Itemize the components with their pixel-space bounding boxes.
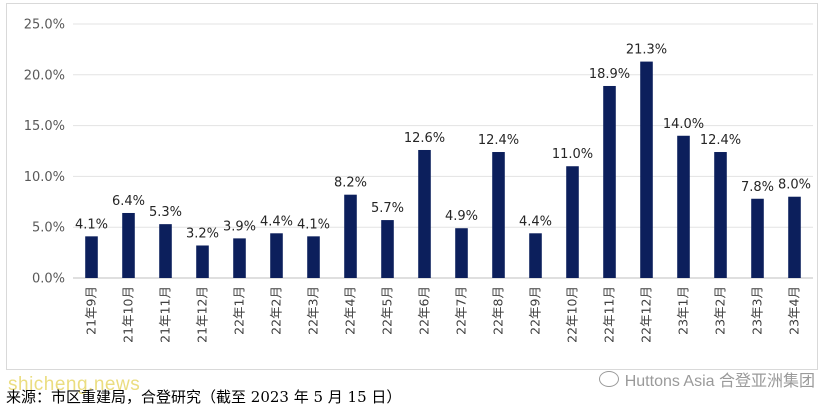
bar bbox=[418, 149, 431, 278]
data-label: 8.2% bbox=[334, 176, 367, 191]
y-tick-label: 15.0% bbox=[24, 119, 65, 134]
bar bbox=[233, 238, 246, 278]
x-tick-label: 22年2月 bbox=[269, 286, 284, 335]
data-label: 7.8% bbox=[741, 180, 774, 195]
data-label: 4.4% bbox=[260, 214, 293, 229]
data-label: 3.9% bbox=[223, 219, 256, 234]
source-note: 来源：市区重建局，合登研究（截至 2023 年 5 月 15 日） bbox=[6, 388, 402, 406]
data-label: 5.7% bbox=[371, 201, 404, 216]
y-tick-label: 20.0% bbox=[24, 68, 65, 83]
x-tick-label: 22年3月 bbox=[306, 286, 321, 335]
bar bbox=[307, 236, 320, 278]
y-tick-label: 10.0% bbox=[24, 170, 65, 185]
data-label: 4.1% bbox=[75, 217, 108, 232]
x-tick-label: 22年6月 bbox=[417, 286, 432, 335]
x-tick-label: 23年3月 bbox=[750, 286, 765, 335]
x-tick-label: 23年2月 bbox=[713, 286, 728, 335]
bar bbox=[603, 85, 616, 278]
x-tick-label: 23年1月 bbox=[676, 286, 691, 335]
bar bbox=[85, 236, 98, 278]
x-tick-label: 23年4月 bbox=[787, 286, 802, 335]
bar bbox=[751, 198, 764, 278]
data-label: 3.2% bbox=[186, 226, 219, 241]
data-label: 4.9% bbox=[445, 209, 478, 224]
data-label: 11.0% bbox=[552, 147, 593, 162]
x-tick-label: 22年12月 bbox=[639, 286, 654, 343]
bar bbox=[492, 152, 505, 278]
data-label: 18.9% bbox=[589, 67, 630, 82]
x-tick-label: 22年4月 bbox=[343, 286, 358, 335]
x-tick-label: 21年11月 bbox=[158, 286, 173, 343]
y-tick-label: 5.0% bbox=[32, 221, 65, 236]
data-label: 12.6% bbox=[404, 131, 445, 146]
x-tick-label: 21年10月 bbox=[121, 286, 136, 343]
bar bbox=[566, 166, 579, 278]
x-tick-label: 22年5月 bbox=[380, 286, 395, 335]
x-tick-label: 21年12月 bbox=[195, 286, 210, 343]
data-label: 21.3% bbox=[626, 43, 667, 58]
x-tick-label: 22年10月 bbox=[565, 286, 580, 343]
bar bbox=[529, 233, 542, 278]
bar bbox=[159, 224, 172, 278]
bar-chart: 0.0% 5.0% 10.0% 15.0% 20.0% 25.0% 4.1% 21年9月 6.4… bbox=[24, 18, 813, 343]
bar bbox=[455, 228, 468, 278]
data-label: 14.0% bbox=[663, 117, 704, 132]
bar bbox=[381, 220, 394, 278]
bar bbox=[788, 196, 801, 278]
x-tick-label: 22年7月 bbox=[454, 286, 469, 335]
bar bbox=[640, 61, 653, 279]
data-label: 12.4% bbox=[700, 133, 741, 148]
bar bbox=[196, 245, 209, 278]
x-tick-label: 22年8月 bbox=[491, 286, 506, 335]
bar bbox=[344, 194, 357, 278]
bar bbox=[122, 212, 135, 278]
wechat-icon bbox=[598, 371, 619, 387]
x-tick-label: 21年9月 bbox=[84, 286, 99, 335]
data-label: 5.3% bbox=[149, 205, 182, 220]
data-label: 4.4% bbox=[519, 214, 552, 229]
brand-text: Huttons Asia 合登亚洲集团 bbox=[624, 373, 815, 390]
data-label: 6.4% bbox=[112, 194, 145, 209]
data-label: 4.1% bbox=[297, 217, 330, 232]
watermark-text: shicheng.news bbox=[8, 374, 141, 395]
chart-frame: 0.0% 5.0% 10.0% 15.0% 20.0% 25.0% 4.1% 21年9月 6.4… bbox=[6, 3, 818, 370]
y-tick-label: 0.0% bbox=[32, 272, 65, 287]
data-label: 12.4% bbox=[478, 133, 519, 148]
data-label: 8.0% bbox=[778, 178, 811, 193]
bar bbox=[714, 152, 727, 278]
y-tick-label: 25.0% bbox=[24, 18, 65, 33]
x-tick-label: 22年11月 bbox=[602, 286, 617, 343]
x-tick-label: 22年9月 bbox=[528, 286, 543, 335]
x-tick-label: 22年1月 bbox=[232, 286, 247, 335]
bar bbox=[270, 233, 283, 278]
brand-logo: Huttons Asia 合登亚洲集团 bbox=[598, 367, 815, 391]
bar bbox=[677, 135, 690, 278]
